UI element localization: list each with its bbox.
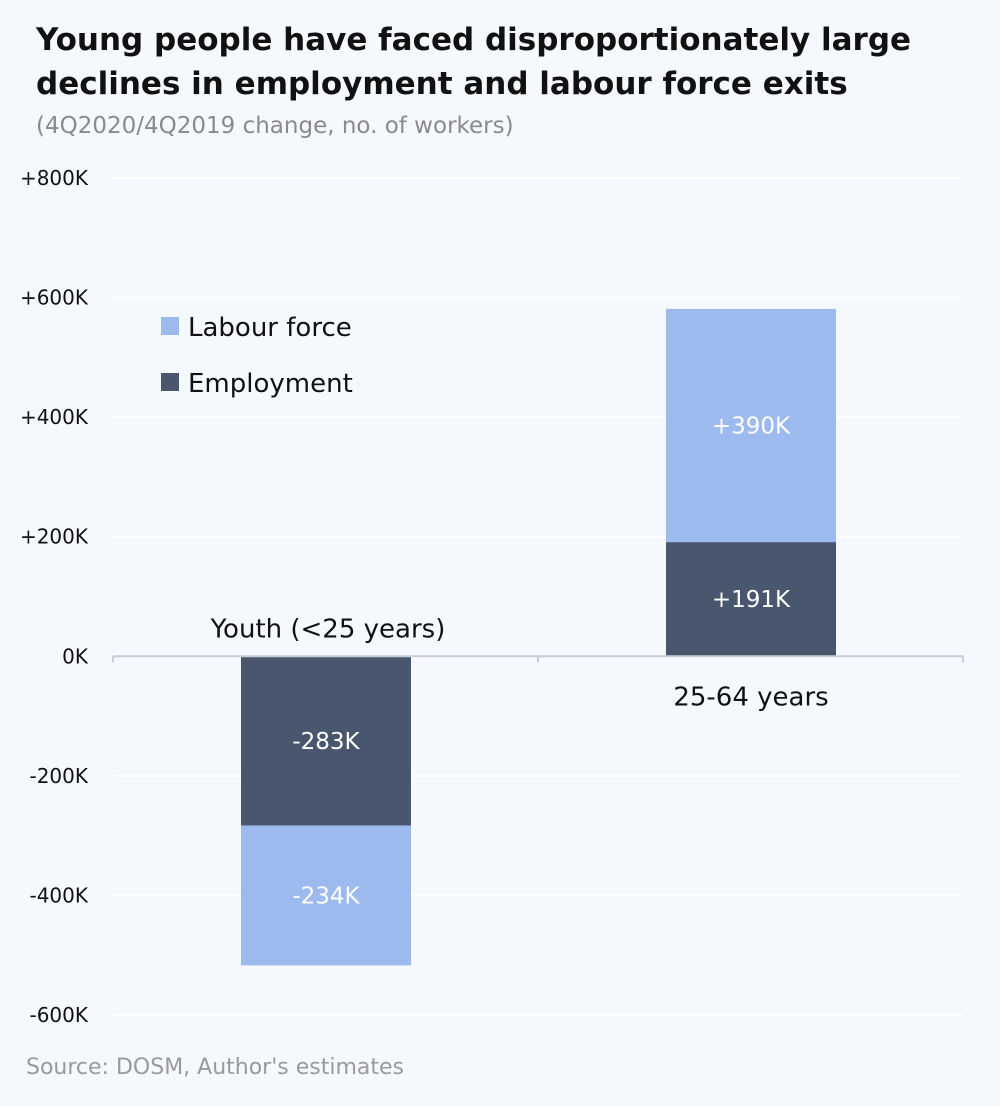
chart-title: Young people have faced disproportionate… xyxy=(36,22,912,102)
x-axis xyxy=(112,655,964,663)
y-tick-label: +200K xyxy=(20,525,89,549)
source-note: Source: DOSM, Author's estimates xyxy=(26,1055,404,1080)
y-tick-label: -600K xyxy=(29,1003,88,1027)
y-tick-label: +800K xyxy=(20,166,89,190)
y-tick-label: -200K xyxy=(29,764,88,788)
category-labels: Youth (<25 years) 25-64 years xyxy=(210,614,829,712)
data-labels: -283K -234K +191K +390K xyxy=(292,414,791,910)
bar-segment-labour-force xyxy=(666,308,836,543)
bar-segment-employment xyxy=(241,656,411,826)
bar-segment-labour-force xyxy=(241,825,411,966)
legend-swatch xyxy=(161,373,179,391)
data-label: +390K xyxy=(712,414,791,440)
legend: Labour force Employment xyxy=(161,313,353,399)
chart-subtitle: (4Q2020/4Q2019 change, no. of workers) xyxy=(36,113,514,139)
bars xyxy=(241,308,836,966)
y-tick-label: -400K xyxy=(29,883,88,907)
category-label: 25-64 years xyxy=(673,682,828,712)
y-tick-label: +600K xyxy=(20,286,89,310)
y-tick-label: 0K xyxy=(62,644,89,668)
legend-label: Employment xyxy=(188,369,353,399)
data-label: -283K xyxy=(292,729,360,755)
legend-label: Labour force xyxy=(188,313,352,343)
category-label: Youth (<25 years) xyxy=(210,614,446,644)
y-tick-label: +400K xyxy=(20,405,89,429)
legend-swatch xyxy=(161,317,179,335)
data-label: -234K xyxy=(292,883,360,909)
bar-segment-employment xyxy=(666,542,836,657)
y-axis-tick-labels: +800K +600K +400K +200K 0K -200K -400K -600K xyxy=(20,166,89,1027)
data-label: +191K xyxy=(712,587,791,613)
